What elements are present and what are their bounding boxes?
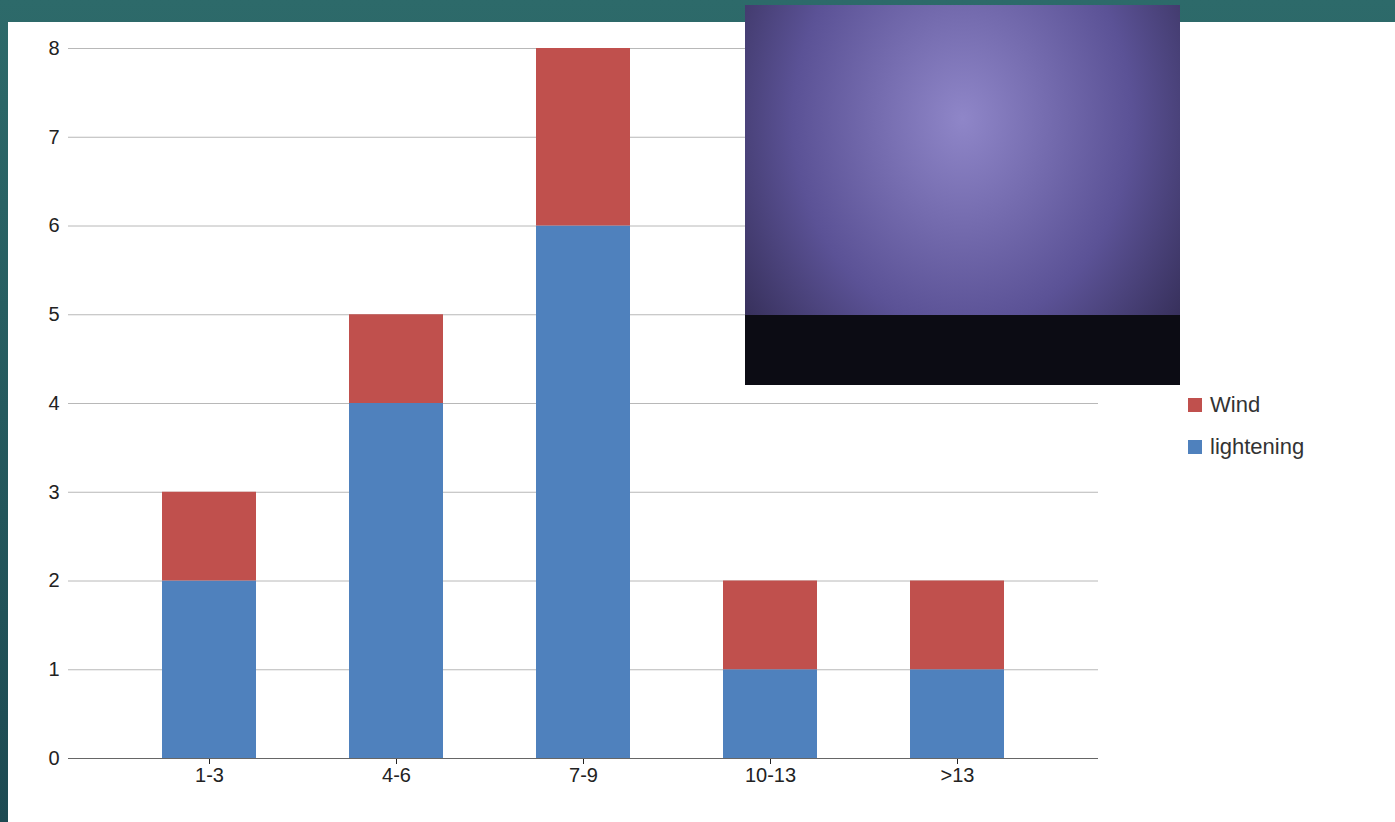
svg-text:0: 0	[48, 747, 59, 769]
html-text:Wind: Wind	[1210, 392, 1261, 417]
svg-text:5: 5	[48, 303, 59, 325]
svg-text:4-6: 4-6	[382, 764, 411, 786]
svg-text:7: 7	[48, 126, 59, 148]
svg-text:2: 2	[48, 569, 59, 591]
svg-text:6: 6	[48, 214, 59, 236]
svg-text:8: 8	[48, 37, 59, 59]
svg-text:7-9: 7-9	[569, 764, 598, 786]
svg-text:1: 1	[48, 658, 59, 680]
svg-text:3: 3	[48, 481, 59, 503]
svg-text:>13: >13	[941, 764, 975, 786]
svg-text:4: 4	[48, 392, 59, 414]
svg-text:1-3: 1-3	[195, 764, 224, 786]
html-text:lightening: lightening	[1210, 434, 1305, 459]
svg-text:10-13: 10-13	[745, 764, 796, 786]
